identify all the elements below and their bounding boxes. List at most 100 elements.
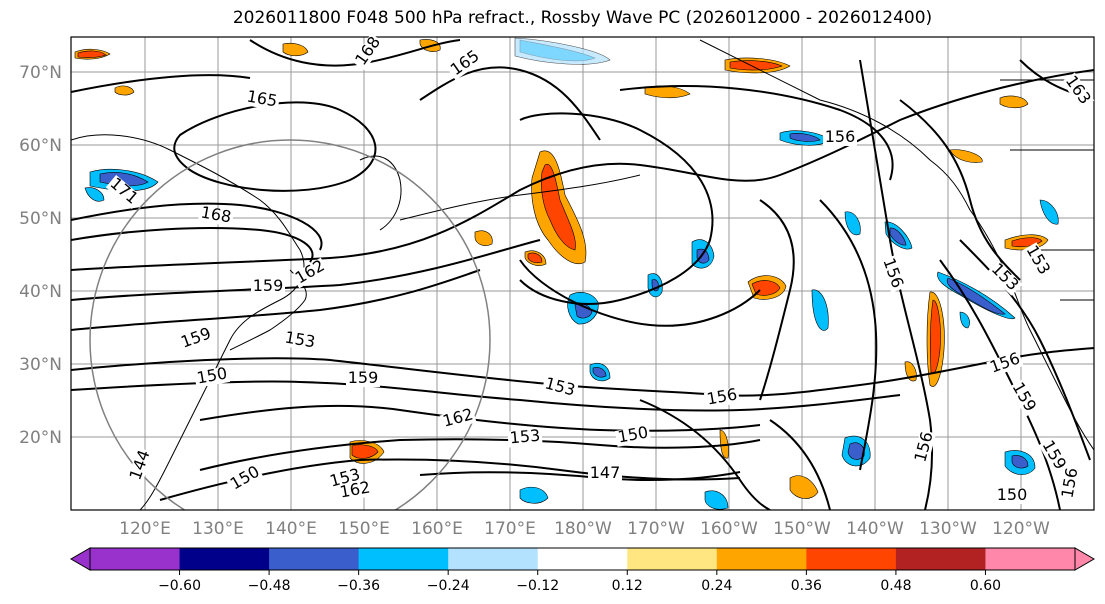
latitude-label: 70°N: [19, 63, 62, 83]
contour-label-bg: [588, 466, 622, 482]
contour-label-bg: [703, 387, 741, 409]
contour-label-bg: [251, 279, 285, 295]
longitude-label: 160°W: [700, 519, 758, 539]
coastlines: [71, 39, 1094, 510]
colorbar-frame: [89, 547, 1076, 571]
colorbar-tick-label: 0.36: [791, 578, 822, 594]
contour-label-bg: [995, 488, 1029, 504]
latitude-label: 30°N: [19, 355, 62, 375]
colorbar-tick-label: 0.12: [612, 578, 643, 594]
contour-label-bg: [126, 447, 154, 485]
contour-label-bg: [197, 205, 235, 227]
latitude-label: 60°N: [19, 136, 62, 156]
coastline-alaska: [699, 39, 971, 211]
contour-label-bg: [507, 428, 543, 448]
colorbar-segment: [806, 548, 897, 570]
longitude-label: 140°E: [265, 519, 317, 539]
contour-label-bg: [439, 406, 477, 432]
colorbar-segment: [90, 548, 181, 570]
map-title: 2026011800 F048 500 hPa refract., Rossby…: [232, 8, 933, 28]
patch-orange: [999, 95, 1029, 109]
contour-label-bg: [177, 325, 215, 353]
colorbar-segment: [358, 548, 449, 570]
colorbar: [70, 547, 1095, 571]
longitude-label: 120°E: [119, 519, 171, 539]
contour-label-bg: [1008, 379, 1040, 417]
contour-label: 159: [253, 276, 284, 295]
colorbar-tick-label: 0.24: [701, 578, 732, 594]
patch-blue: [1039, 199, 1059, 225]
colorbar-tick-label: 0.48: [880, 578, 911, 594]
colorbar-extension-high: [1074, 547, 1095, 571]
patch-orange: [789, 475, 819, 499]
longitude-label: 130°W: [919, 519, 977, 539]
longitude-label: 160°E: [411, 519, 463, 539]
latitude-label: 20°N: [19, 428, 62, 448]
contour-label-bg: [1038, 437, 1070, 475]
contour-label-bg: [351, 33, 385, 71]
patch-red: [540, 163, 576, 251]
patch-blue: [844, 211, 861, 236]
contour-label-bg: [281, 330, 319, 352]
contour-label-bg: [986, 350, 1024, 378]
colorbar-tick-label: −0.60: [158, 578, 201, 594]
colorbar-tick-label: −0.12: [516, 578, 559, 594]
patch-darkblue: [847, 442, 865, 460]
contour-label-bg: [291, 257, 329, 289]
patch-red: [729, 60, 783, 71]
colorbar-segment: [716, 548, 807, 570]
contour-label-bg: [541, 375, 579, 401]
contour-label-bg: [1061, 72, 1095, 110]
patch-orange: [114, 85, 135, 96]
longitude-label: 150°E: [338, 519, 390, 539]
contour-label-bg: [105, 174, 143, 210]
patch-blue: [519, 486, 549, 504]
coastline-aleutians: [399, 174, 641, 221]
longitude-label: 120°W: [992, 519, 1050, 539]
patch-darkblue: [946, 277, 1006, 315]
contour-label: 153: [509, 426, 541, 448]
contour-label-bg: [614, 425, 652, 447]
gridlines: [71, 37, 1094, 510]
patch-red: [930, 299, 941, 374]
patch-darkblue: [592, 367, 607, 378]
patch-lightblue: [514, 37, 611, 65]
patch-orange: [949, 149, 983, 163]
contour-label-bg: [336, 480, 374, 502]
colorbar-segment: [627, 548, 718, 570]
colorbar-segment: [985, 548, 1076, 570]
contour-label-bg: [1059, 465, 1081, 503]
colorbar-tick-label: 0.60: [970, 578, 1001, 594]
colorbar-tick-labels: −0.60 −0.48 −0.36 −0.24 −0.12 0.12 0.24 0.36 0.4…: [158, 570, 1001, 594]
longitude-label: 150°W: [773, 519, 831, 539]
colorbar-segment: [537, 548, 628, 570]
patch-orange: [474, 230, 493, 246]
latitude-labels: 70°N 60°N 50°N 40°N 30°N 20°N: [19, 63, 62, 448]
longitude-label: 170°W: [627, 519, 685, 539]
contour-label: 156: [825, 127, 856, 146]
contour-label-bg: [823, 130, 857, 146]
patch-orange: [719, 429, 729, 459]
contour-label-bg: [987, 260, 1023, 296]
patch-blue: [704, 490, 729, 510]
longitude-label: 130°E: [192, 519, 244, 539]
colorbar-tick-label: −0.36: [337, 578, 380, 594]
longitude-label: 140°W: [846, 519, 904, 539]
plot-frame: [70, 36, 1095, 511]
contour-label-bg: [243, 89, 281, 111]
longitude-label: 170°E: [484, 519, 536, 539]
latitude-label: 40°N: [19, 282, 62, 302]
coastline-na-west: [969, 209, 1094, 451]
contour-label: 159: [348, 368, 379, 387]
contour-label: 147: [590, 463, 621, 482]
patch-blue: [811, 289, 829, 331]
patch-darkblue: [789, 133, 821, 142]
coastline-kamchatka: [359, 155, 402, 231]
longitude-labels: 120°E 130°E 140°E 150°E 160°E 170°E 180°W 170°W…: [119, 519, 1050, 539]
patch-darkblue: [1011, 455, 1029, 469]
coastline-asia: [71, 134, 305, 510]
contour-label-bg: [226, 463, 264, 495]
colorbar-segment: [179, 548, 270, 570]
